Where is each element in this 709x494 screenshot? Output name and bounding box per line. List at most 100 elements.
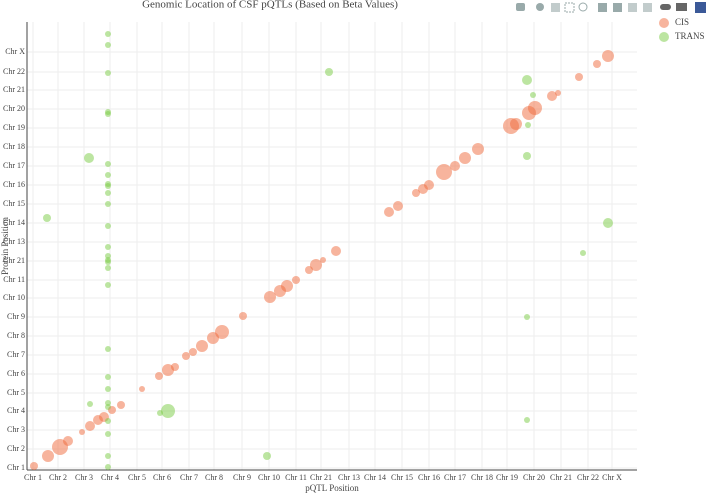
y-tick-label: Chr 9: [7, 312, 25, 321]
y-tick-label: Chr 14: [3, 218, 25, 227]
point: [105, 161, 111, 167]
y-tick-label: Chr 22: [3, 67, 25, 76]
y-tick-label: Chr 21: [3, 256, 25, 265]
y-tick-label: Chr 8: [7, 331, 25, 340]
point: [105, 31, 111, 37]
y-tick-label: Chr 3: [7, 425, 25, 434]
y-tick-label: Chr 6: [7, 369, 25, 378]
point: [79, 429, 85, 435]
legend-marker: [659, 18, 669, 28]
y-tick-label: Chr X: [5, 47, 25, 56]
y-tick-label: Chr 4: [7, 406, 25, 415]
point: [155, 372, 163, 380]
point: [575, 73, 583, 81]
point: [196, 340, 208, 352]
point: [105, 42, 111, 48]
point: [603, 218, 613, 228]
point: [263, 452, 271, 460]
point: [310, 259, 322, 271]
point: [117, 401, 125, 409]
y-tick-label: Chr 19: [3, 123, 25, 132]
camera-icon[interactable]: [516, 3, 525, 11]
point: [105, 346, 111, 352]
x-tick-label: Chr 11: [285, 473, 307, 482]
point: [105, 418, 111, 424]
y-tick-label: Chr 5: [7, 388, 25, 397]
point: [524, 314, 530, 320]
legend-label: TRANS: [675, 31, 705, 41]
plotly-logo[interactable]: [695, 2, 706, 13]
spike-icon[interactable]: [660, 4, 671, 10]
x-tick-label: Chr 17: [444, 473, 466, 482]
y-tick-label: Chr 15: [3, 199, 25, 208]
point: [525, 122, 531, 128]
legend-marker: [659, 32, 669, 42]
point: [105, 190, 111, 196]
point: [580, 250, 586, 256]
point: [384, 207, 394, 217]
x-tick-label: Chr 16: [418, 473, 440, 482]
x-axis-title: pQTL Position: [305, 483, 359, 493]
point: [522, 75, 532, 85]
point: [450, 161, 460, 171]
x-tick-label: Chr 13: [338, 473, 360, 482]
box-select-icon[interactable]: [564, 2, 575, 13]
point: [292, 276, 300, 284]
point: [105, 386, 111, 392]
point: [325, 68, 333, 76]
lasso-icon[interactable]: [578, 2, 588, 12]
point: [215, 325, 229, 339]
point: [105, 201, 111, 207]
modebar[interactable]: [516, 2, 706, 13]
reset-icon[interactable]: [643, 3, 652, 12]
point: [105, 374, 111, 380]
y-tick-label: Chr 7: [7, 350, 25, 359]
x-tick-label: Chr 21: [550, 473, 572, 482]
point: [105, 404, 111, 410]
point: [472, 143, 484, 155]
point: [436, 164, 452, 180]
y-tick-label: Chr 16: [3, 180, 25, 189]
point: [105, 223, 111, 229]
point: [459, 152, 471, 164]
x-tick-label: Chr 5: [128, 473, 146, 482]
legend-label: CIS: [675, 17, 689, 27]
x-tick-label: Chr 9: [233, 473, 251, 482]
point: [510, 118, 522, 130]
point: [63, 436, 73, 446]
point: [547, 91, 557, 101]
zoom-out-icon[interactable]: [613, 3, 622, 12]
x-tick-label: Chr 18: [471, 473, 493, 482]
point: [105, 453, 111, 459]
point: [239, 312, 247, 320]
point: [105, 464, 111, 470]
point: [182, 352, 190, 360]
point: [85, 421, 95, 431]
y-tick-label: Chr 10: [3, 293, 25, 302]
point: [105, 172, 111, 178]
point: [105, 183, 111, 189]
y-tick-label: Chr 20: [3, 104, 25, 113]
point: [331, 246, 341, 256]
x-tick-label: Chr 8: [205, 473, 223, 482]
hover-icon[interactable]: [676, 3, 687, 11]
autoscale-icon[interactable]: [628, 3, 637, 12]
point: [189, 348, 197, 356]
point: [524, 417, 530, 423]
zoom-in-icon[interactable]: [598, 3, 607, 12]
point: [528, 101, 542, 115]
x-tick-label: Chr 19: [496, 473, 518, 482]
point: [105, 259, 111, 265]
y-axis-title: Protein Position: [0, 217, 10, 275]
y-tick-label: Chr 1: [7, 463, 25, 472]
x-tick-label: Chr 3: [75, 473, 93, 482]
point: [84, 153, 94, 163]
x-tick-label: Chr 1: [24, 473, 42, 482]
point: [530, 92, 536, 98]
zoom-icon[interactable]: [536, 3, 544, 11]
pan-icon[interactable]: [551, 3, 560, 12]
x-tick-label: Chr 14: [364, 473, 386, 482]
point: [412, 189, 420, 197]
